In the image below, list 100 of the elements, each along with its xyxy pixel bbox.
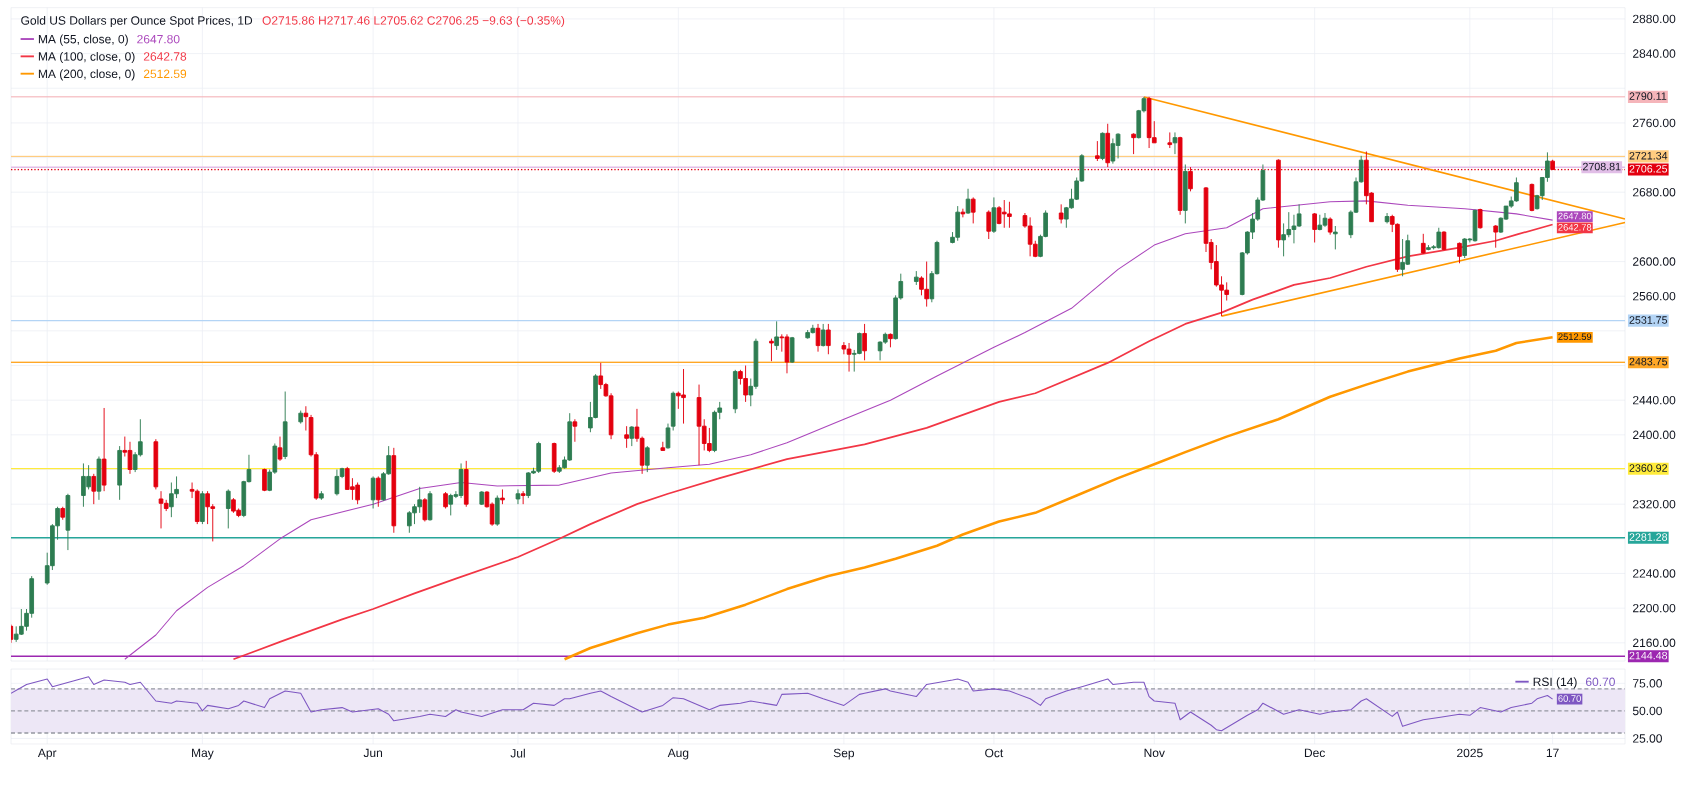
ref-line-label: 2144.48 [1629, 651, 1668, 660]
candlestick [1182, 164, 1188, 224]
y-tick-label: 2680.00 [1633, 187, 1676, 197]
candlestick [551, 442, 557, 474]
candlestick [117, 445, 122, 501]
ref-line-label: 2706.25 [1629, 165, 1668, 173]
ref-line-label: 2790.11 [1629, 92, 1667, 100]
candlestick [986, 209, 992, 240]
candlestick [820, 323, 826, 347]
ref-line-label: 2721.34 [1629, 151, 1668, 160]
candlestick [443, 491, 448, 509]
candlestick [789, 336, 795, 364]
x-tick-label: Apr [37, 748, 57, 760]
ref-line-label: 2483.75 [1629, 357, 1668, 366]
x-tick-label: Aug [667, 748, 689, 760]
data-label: 2647.80 [1558, 212, 1592, 220]
candlestick [225, 488, 231, 529]
candlestick [629, 425, 635, 447]
data-label: 2642.78 [1558, 224, 1592, 231]
data-label: 2512.59 [1558, 333, 1592, 340]
candlestick [1384, 212, 1390, 224]
candlestick [644, 445, 650, 473]
candlestick [660, 441, 666, 451]
candlestick [1493, 224, 1499, 249]
ref-line-label: 2281.28 [1629, 533, 1668, 541]
candlestick [1477, 208, 1483, 230]
y-tick-label: 50.00 [1632, 706, 1662, 716]
candlestick [262, 468, 267, 492]
candlestick [200, 490, 205, 525]
candlestick [520, 490, 526, 505]
candlestick [463, 460, 469, 508]
y-tick-label: 2240.00 [1633, 569, 1676, 578]
candlestick [1172, 131, 1178, 155]
y-tick-label: 75.00 [1633, 679, 1662, 688]
candlestick [732, 369, 738, 414]
candlestick [624, 425, 629, 449]
candlestick [1095, 140, 1100, 162]
x-tick-label: 17 [1546, 748, 1559, 757]
text: 2512.59 [143, 69, 187, 79]
candlestick [1420, 233, 1426, 255]
candlestick [391, 447, 397, 534]
candlestick [774, 320, 779, 351]
candlestick [1327, 216, 1333, 236]
candlestick [375, 475, 381, 508]
candlestick [65, 493, 71, 551]
text: 2642.78 [143, 52, 187, 61]
y-tick-label: 2560.00 [1633, 291, 1676, 301]
candlestick [1167, 131, 1173, 149]
y-tick-label: 25.00 [1633, 734, 1662, 743]
candlestick [1131, 132, 1136, 155]
candlestick [815, 323, 821, 353]
x-tick-label: 2025 [1457, 748, 1483, 758]
candlestick [1529, 183, 1535, 212]
y-tick-label: 2440.00 [1633, 395, 1676, 405]
annotation: O2715.86 H2717.46 L2705.62 C2706.25 −9.63 (−0.35%) [262, 15, 565, 28]
candlestick [479, 490, 485, 506]
candlestick [153, 438, 159, 490]
x-tick-label: Jun [363, 748, 383, 758]
candlestick [298, 410, 304, 425]
candlestick [960, 208, 966, 218]
candlestick [913, 270, 919, 286]
y-tick-label: 2840.00 [1633, 49, 1676, 58]
candlestick [970, 196, 976, 224]
candlestick [965, 188, 971, 215]
x-tick-label: May [192, 748, 214, 760]
candlestick [888, 332, 893, 348]
y-tick-label: 2400.00 [1633, 430, 1676, 440]
y-tick-label: 2880.00 [1633, 14, 1676, 24]
text: Gold US Dollars per Ounce Spot Prices, 1D [21, 15, 253, 28]
x-tick-label: Sep [833, 748, 855, 760]
candlestick [1312, 212, 1317, 243]
legend-label: MA (55, close, 0) [38, 34, 128, 46]
y-tick-label: 2160.00 [1633, 638, 1676, 648]
candlestick [60, 506, 66, 521]
x-tick-label: Oct [985, 748, 1004, 758]
candlestick [515, 488, 521, 505]
ref-line-label: 2708.81 [1583, 162, 1621, 171]
candlestick [1457, 242, 1462, 264]
legend-label: MA (200, close, 0) [38, 69, 135, 81]
candlestick [96, 456, 102, 501]
y-tick-label: 2760.00 [1633, 118, 1676, 128]
candlestick [665, 423, 671, 450]
y-tick-label: 2600.00 [1633, 257, 1676, 266]
candlestick [277, 436, 283, 462]
candlestick [1333, 225, 1338, 250]
candlestick [282, 391, 288, 460]
ref-line-label: 2360.92 [1629, 464, 1668, 472]
y-tick-label: 2320.00 [1633, 499, 1676, 509]
candlestick [991, 196, 997, 234]
candlestick [370, 475, 376, 509]
candlestick [422, 497, 428, 522]
candlestick [101, 407, 107, 492]
candlestick [427, 490, 433, 522]
candlestick [303, 405, 309, 431]
x-tick-label: Dec [1304, 748, 1325, 758]
candlestick [319, 490, 324, 501]
candlestick [1441, 230, 1447, 251]
candlestick [1058, 203, 1064, 224]
candlestick [572, 418, 578, 443]
candlestick [1100, 131, 1105, 161]
